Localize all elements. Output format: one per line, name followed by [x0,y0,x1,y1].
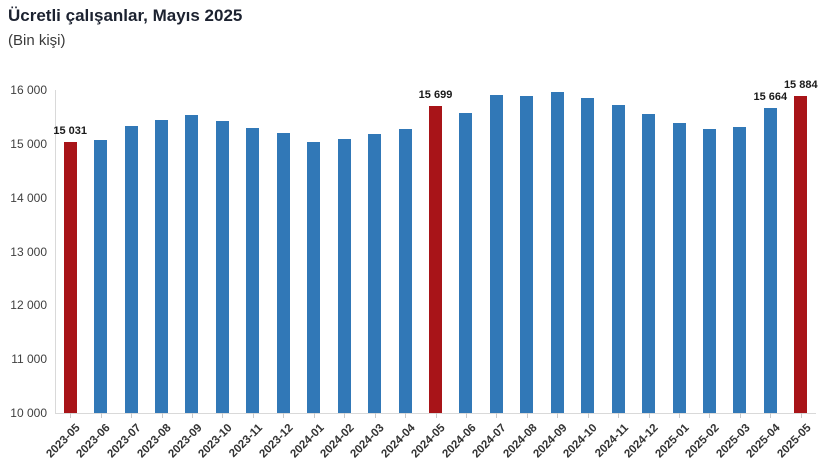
bar-2023-05[interactable] [63,142,77,413]
bar-2024-08[interactable] [520,96,534,413]
bar-2025-05[interactable] [794,96,808,413]
x-axis-tick [435,413,437,418]
chart-subtitle: (Bin kişi) [8,32,66,49]
y-axis-tick-label: 14 000 [10,190,47,205]
bar-2023-06[interactable] [94,140,108,413]
bar-2025-01[interactable] [672,122,686,413]
bar-2023-10[interactable] [215,120,229,413]
x-axis-tick [770,413,772,418]
x-axis-tick [526,413,528,418]
x-axis-tick [222,413,224,418]
x-axis-tick [618,413,620,418]
bar-2023-07[interactable] [124,125,138,413]
chart-title: Ücretli çalışanlar, Mayıs 2025 [8,6,243,25]
x-axis-tick [70,413,72,418]
x-axis-tick [587,413,589,418]
bar-2025-02[interactable] [702,129,716,413]
bar-2024-03[interactable] [368,133,382,413]
bar-2023-11[interactable] [246,128,260,413]
x-axis-tick [100,413,102,418]
x-axis-tick [557,413,559,418]
bar-2023-08[interactable] [155,119,169,413]
x-axis-tick [648,413,650,418]
bar-2024-09[interactable] [550,91,564,413]
x-axis-tick [679,413,681,418]
bar-2024-12[interactable] [642,113,656,413]
value-label-2023-05: 15 031 [53,125,88,138]
bar-2023-12[interactable] [276,132,290,413]
y-axis-tick-label: 13 000 [10,244,47,259]
y-axis-line [55,90,56,413]
x-axis-tick [313,413,315,418]
x-axis-tick [283,413,285,418]
value-label-2024-05: 15 699 [418,89,453,102]
x-axis-tick [709,413,711,418]
y-axis-tick-label: 15 000 [10,136,47,151]
x-axis-tick [344,413,346,418]
y-axis-tick-label: 11 000 [11,352,47,367]
bar-2024-11[interactable] [611,105,625,413]
x-axis-tick [405,413,407,418]
y-axis-tick-label: 16 000 [10,83,47,97]
bar-2024-06[interactable] [459,112,473,413]
bar-2024-04[interactable] [398,128,412,413]
x-axis-tick [739,413,741,418]
bar-2023-09[interactable] [185,114,199,413]
x-axis-tick [800,413,802,418]
x-axis-tick [465,413,467,418]
bar-2024-02[interactable] [337,139,351,413]
bar-2024-07[interactable] [489,95,503,413]
x-axis-tick [131,413,133,418]
x-axis-tick [161,413,163,418]
bar-2024-01[interactable] [307,141,321,413]
value-label-2025-05: 15 884 [783,79,818,92]
bar-2025-03[interactable] [733,127,747,413]
bar-2025-04[interactable] [763,108,777,413]
x-axis-tick [496,413,498,418]
y-axis-tick-label: 12 000 [10,298,47,313]
plot-area: 16 000 15 000 14 000 13 000 12 000 11 000 10 0… [10,79,817,460]
x-axis-tick [252,413,254,418]
x-axis-tick [191,413,193,418]
bar-2024-10[interactable] [581,98,595,413]
y-axis-tick-label: 10 000 [10,406,47,420]
bar-2024-05[interactable] [429,106,442,413]
x-axis-tick [374,413,376,418]
value-label-2025-04: 15 664 [753,91,788,104]
